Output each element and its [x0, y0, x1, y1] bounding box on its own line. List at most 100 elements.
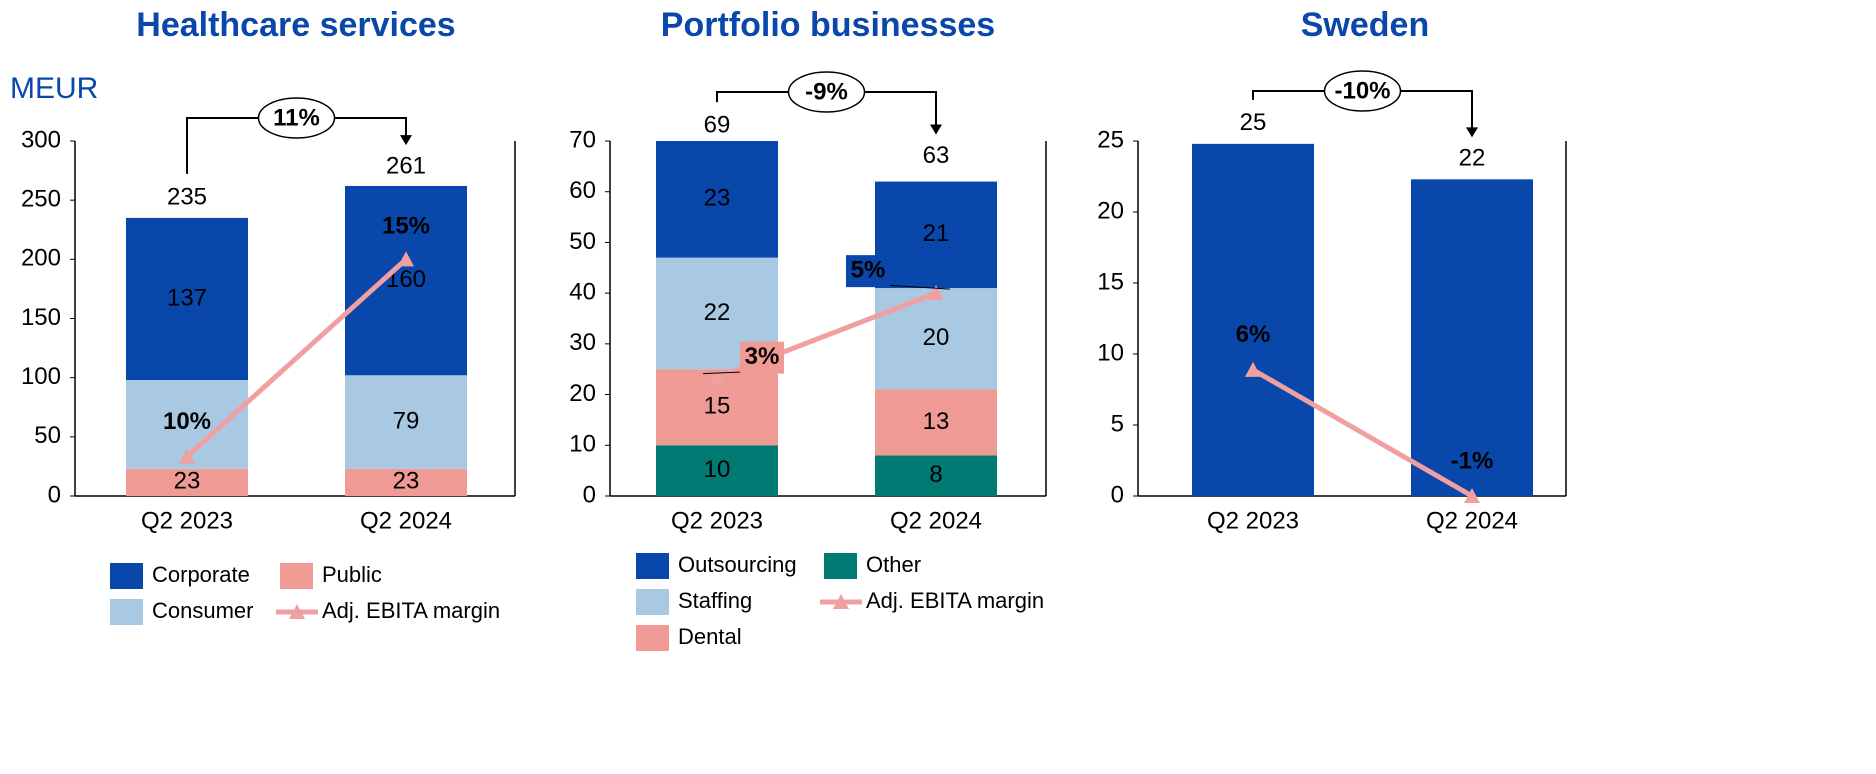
y-tick-label: 5: [1111, 410, 1124, 437]
legend-swatch: [636, 625, 669, 651]
segment-label: 23: [704, 185, 731, 212]
chart-title: Sweden: [1301, 6, 1429, 44]
y-tick-label: 50: [34, 422, 61, 449]
margin-label: 5%: [851, 256, 886, 283]
margin-marker: [928, 285, 944, 301]
legend-label: Other: [866, 552, 921, 577]
growth-label: -10%: [1334, 77, 1390, 104]
total-label: 261: [386, 152, 426, 179]
y-tick-label: 20: [1097, 197, 1124, 224]
bar-segment: [875, 455, 997, 496]
y-tick-label: 60: [569, 177, 596, 204]
margin-label: 15%: [382, 213, 430, 240]
y-tick-label: 30: [569, 329, 596, 356]
margin-marker: [398, 251, 414, 267]
x-tick-label: Q2 2023: [1207, 507, 1299, 534]
y-tick-label: 70: [569, 126, 596, 153]
legend-label: Dental: [678, 624, 742, 649]
legend-label: Outsourcing: [678, 552, 797, 577]
margin-label: 3%: [745, 343, 780, 370]
y-tick-label: 300: [21, 126, 61, 153]
legend-label: Adj. EBITA margin: [866, 588, 1044, 613]
margin-label: 6%: [1236, 321, 1271, 348]
legend-label: Public: [322, 562, 382, 587]
segment-label: 137: [167, 284, 207, 311]
bar-segment: [1192, 143, 1314, 496]
segment-label: 20: [923, 324, 950, 351]
y-tick-label: 0: [1111, 481, 1124, 508]
y-tick-label: 10: [1097, 339, 1124, 366]
y-tick-label: 250: [21, 186, 61, 213]
margin-marker: [179, 448, 195, 464]
bar-segment: [345, 375, 467, 469]
segment-label: 23: [174, 468, 201, 495]
y-tick-label: 10: [569, 431, 596, 458]
growth-oval: [257, 97, 336, 139]
segment-label: 10: [704, 456, 731, 483]
legend-label: Corporate: [152, 562, 250, 587]
growth-arrowhead: [400, 135, 412, 146]
bar-segment: [656, 445, 778, 496]
legend-swatch: [824, 553, 857, 579]
y-tick-label: 100: [21, 363, 61, 390]
legend-swatch: [636, 589, 669, 615]
bar-segment: [875, 389, 997, 456]
margin-label-box: [740, 341, 784, 374]
segment-label: 15: [704, 393, 731, 420]
margin-line: [1251, 367, 1474, 499]
bar-segment: [126, 217, 248, 381]
y-tick-label: 50: [569, 228, 596, 255]
y-tick-label: 200: [21, 245, 61, 272]
segment-label: 22: [704, 299, 731, 326]
segment-label: 23: [393, 468, 420, 495]
margin-label: 10%: [163, 408, 211, 435]
bar-segment: [1411, 179, 1533, 496]
bar-segment: [345, 468, 467, 496]
y-tick-label: 25: [1097, 126, 1124, 153]
growth-label: 11%: [273, 104, 320, 131]
bar-segment: [875, 181, 997, 289]
legend-label: Consumer: [152, 598, 253, 623]
x-tick-label: Q2 2024: [1426, 507, 1518, 534]
legend-swatch: [636, 553, 669, 579]
margin-marker: [709, 369, 725, 385]
legend-label: Adj. EBITA margin: [322, 598, 500, 623]
y-tick-label: 0: [583, 481, 596, 508]
x-tick-label: Q2 2024: [360, 507, 452, 534]
unit-label: MEUR: [10, 72, 98, 105]
margin-marker: [1464, 488, 1480, 503]
total-label: 25: [1240, 109, 1267, 136]
bar-segment: [345, 185, 467, 376]
x-tick-label: Q2 2023: [141, 507, 233, 534]
bar-segment: [875, 288, 997, 390]
margin-label-box: [846, 255, 890, 288]
segment-label: 79: [393, 407, 420, 434]
chart-title: Healthcare services: [136, 6, 455, 44]
x-tick-label: Q2 2024: [890, 507, 982, 534]
legend-swatch: [280, 563, 313, 589]
bar-segment: [126, 468, 248, 496]
growth-oval: [787, 71, 866, 113]
total-label: 22: [1459, 145, 1486, 172]
growth-arrowhead: [930, 124, 942, 135]
segment-label: 13: [923, 408, 950, 435]
y-tick-label: 40: [569, 278, 596, 305]
margin-leader: [887, 284, 951, 290]
legend-marker: [833, 594, 849, 609]
total-label: 69: [704, 111, 731, 138]
margin-label: -1%: [1451, 447, 1494, 474]
bar-segment: [656, 141, 778, 258]
y-tick-label: 150: [21, 304, 61, 331]
segment-label: 8: [929, 461, 942, 488]
margin-marker: [1245, 361, 1261, 377]
growth-arrowhead: [1466, 127, 1478, 138]
segment-label: 21: [923, 220, 950, 247]
total-label: 63: [923, 142, 950, 169]
legend-marker: [289, 604, 305, 619]
legend-swatch: [110, 563, 143, 589]
margin-line: [185, 257, 408, 459]
y-tick-label: 15: [1097, 268, 1124, 295]
x-tick-label: Q2 2023: [671, 507, 763, 534]
y-tick-label: 20: [569, 380, 596, 407]
